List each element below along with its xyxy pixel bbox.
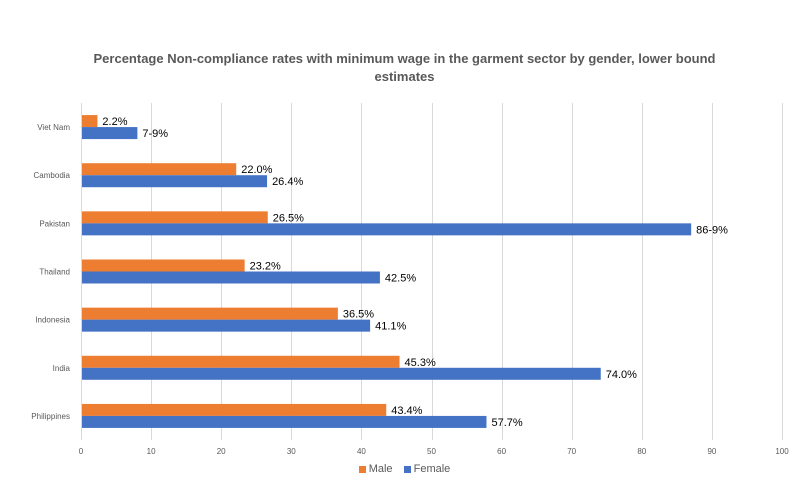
x-tick-label: 60 bbox=[497, 447, 506, 456]
value-axis: 0 10 20 30 40 50 60 70 80 90 100 bbox=[79, 447, 789, 456]
data-label-female: 7-9% bbox=[142, 128, 168, 140]
legend-label-female: Female bbox=[413, 463, 451, 475]
data-label-female: 86-9% bbox=[696, 224, 728, 236]
legend-swatch-male bbox=[358, 465, 366, 473]
x-tick-label: 80 bbox=[637, 447, 646, 456]
chart-title-line-2: estimates bbox=[374, 69, 435, 84]
bar-male[interactable] bbox=[82, 115, 98, 128]
bar-male[interactable] bbox=[82, 163, 237, 176]
bar-male[interactable] bbox=[82, 259, 245, 272]
x-tick-label: 30 bbox=[287, 447, 296, 456]
data-label-female: 57.7% bbox=[491, 417, 522, 429]
data-label-male: 45.3% bbox=[405, 357, 436, 369]
category-label: India bbox=[53, 364, 71, 373]
bar-female[interactable] bbox=[82, 127, 138, 140]
x-tick-label: 40 bbox=[357, 447, 366, 456]
x-tick-label: 20 bbox=[217, 447, 226, 456]
bar-male[interactable] bbox=[82, 211, 268, 224]
x-tick-label: 0 bbox=[79, 447, 84, 456]
legend-swatch-female bbox=[403, 465, 411, 473]
data-label-male: 2.2% bbox=[102, 116, 127, 128]
legend-item-female[interactable]: Female bbox=[403, 463, 451, 475]
bar-female[interactable] bbox=[82, 175, 268, 188]
category-label: Philippines bbox=[31, 412, 70, 421]
x-tick-label: 100 bbox=[775, 447, 789, 456]
bar-female[interactable] bbox=[82, 271, 380, 284]
data-labels: 2.2% 7-9% 22.0%26.4% 26.5% 86-9% 23.2% 42.5% 36… bbox=[102, 116, 728, 429]
chart-title: Percentage Non-compliance rates with min… bbox=[0, 50, 809, 86]
data-label-male: 43.4% bbox=[391, 405, 422, 417]
data-label-female: 74.0% bbox=[606, 369, 637, 381]
data-label-female: 42.5% bbox=[385, 273, 416, 285]
bar-male[interactable] bbox=[82, 307, 338, 320]
bar-male[interactable] bbox=[82, 403, 387, 416]
bar-male[interactable] bbox=[82, 355, 400, 368]
legend-label-male: Male bbox=[368, 463, 393, 475]
bar-female[interactable] bbox=[82, 223, 692, 236]
category-axis: Viet Nam Cambodia Pakistan Thailand Indonesi… bbox=[31, 123, 70, 421]
x-tick-label: 90 bbox=[707, 447, 716, 456]
x-tick-label: 10 bbox=[147, 447, 156, 456]
category-label: Thailand bbox=[39, 268, 70, 277]
data-label-male: 22.0% bbox=[241, 164, 272, 176]
bar-female[interactable] bbox=[82, 319, 371, 332]
data-label-male: 23.2% bbox=[250, 261, 281, 273]
data-label-male: 36.5% bbox=[343, 309, 374, 321]
category-label: Viet Nam bbox=[37, 123, 70, 132]
data-label-female: 41.1% bbox=[375, 321, 406, 333]
bar-female[interactable] bbox=[82, 415, 487, 428]
bars bbox=[82, 115, 692, 428]
legend: Male Female bbox=[0, 463, 809, 476]
category-label: Indonesia bbox=[35, 316, 70, 325]
data-label-female: 26.4% bbox=[272, 176, 303, 188]
data-label-male: 26.5% bbox=[273, 212, 304, 224]
bar-female[interactable] bbox=[82, 367, 601, 380]
category-label: Pakistan bbox=[39, 219, 70, 228]
legend-item-male[interactable]: Male bbox=[358, 463, 393, 475]
category-label: Cambodia bbox=[34, 171, 71, 180]
x-tick-label: 50 bbox=[427, 447, 436, 456]
x-tick-label: 70 bbox=[567, 447, 576, 456]
chart-title-line-1: Percentage Non-compliance rates with min… bbox=[93, 51, 716, 66]
gridlines bbox=[81, 103, 783, 440]
